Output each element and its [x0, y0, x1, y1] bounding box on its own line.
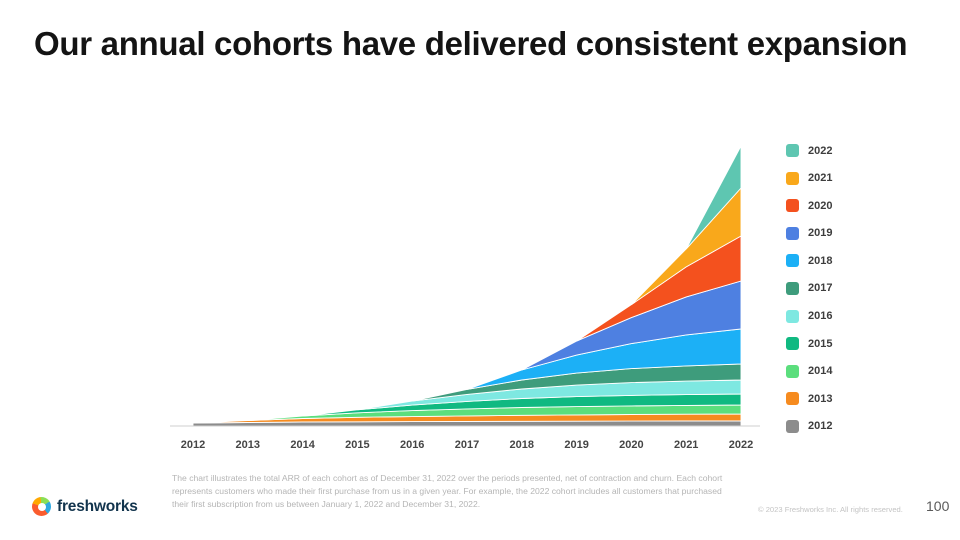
legend-swatch-2019 — [786, 226, 799, 240]
x-axis-label-2017: 2017 — [455, 439, 479, 451]
x-axis-label-2018: 2018 — [510, 439, 534, 451]
legend-label-2018: 2018 — [808, 254, 833, 267]
legend-item-2015: 2015 — [786, 337, 833, 351]
legend-swatch-2020 — [786, 199, 799, 213]
freshworks-logo-icon — [32, 497, 51, 516]
legend-item-2020: 2020 — [786, 199, 833, 213]
legend-swatch-2014 — [786, 364, 799, 378]
legend-swatch-2021 — [786, 171, 799, 185]
legend-label-2013: 2013 — [808, 392, 833, 405]
legend-swatch-2017 — [786, 281, 799, 295]
legend-item-2017: 2017 — [786, 281, 833, 295]
freshworks-logo-text: freshworks — [57, 497, 138, 515]
x-axis-label-2016: 2016 — [400, 439, 424, 451]
page-number: 100 — [926, 498, 950, 514]
legend-item-2021: 2021 — [786, 171, 833, 185]
legend-label-2021: 2021 — [808, 172, 833, 185]
legend-swatch-2015 — [786, 337, 799, 351]
cohort-band-2022 — [685, 145, 742, 250]
legend-label-2022: 2022 — [808, 144, 833, 157]
legend-item-2014: 2014 — [786, 364, 833, 378]
slide-title: Our annual cohorts have delivered consis… — [34, 25, 908, 62]
cohort-chart: 2012 2013 2014 2015 2016 2017 2018 2019 2020 2021… — [170, 145, 760, 451]
legend-label-2012: 2012 — [808, 420, 833, 433]
x-axis-label-2019: 2019 — [564, 439, 588, 451]
x-axis-label-2013: 2013 — [236, 439, 260, 451]
legend-label-2015: 2015 — [808, 337, 833, 350]
x-axis-label-2020: 2020 — [619, 439, 643, 451]
cohort-chart-area: 2012 2013 2014 2015 2016 2017 2018 2019 2020 2021… — [168, 138, 768, 460]
legend-label-2017: 2017 — [808, 282, 833, 295]
x-axis-label-2021: 2021 — [674, 439, 698, 451]
legend-swatch-2018 — [786, 254, 799, 268]
legend-label-2016: 2016 — [808, 310, 833, 323]
x-axis-label-2022: 2022 — [729, 439, 753, 451]
cohort-band-2021 — [631, 186, 742, 305]
legend-item-2013: 2013 — [786, 392, 833, 406]
footnote: The chart illustrates the total ARR of e… — [172, 473, 723, 509]
legend-swatch-2022 — [786, 144, 799, 157]
legend: 2022 2021 2020 2019 2018 2017 2016 2015 2014 2013… — [786, 144, 832, 433]
legend-swatch-2012 — [786, 419, 799, 433]
legend-item-2018: 2018 — [786, 254, 833, 268]
legend-label-2020: 2020 — [808, 199, 833, 212]
legend-item-2012: 2012 — [786, 419, 833, 433]
legend-label-2019: 2019 — [808, 227, 833, 240]
freshworks-logo: freshworks — [32, 497, 138, 516]
x-axis-label-2015: 2015 — [345, 439, 369, 451]
copyright-notice: © 2023 Freshworks Inc. All rights reserv… — [758, 505, 903, 514]
legend-swatch-2013 — [786, 392, 799, 406]
legend-swatch-2016 — [786, 309, 799, 323]
legend-item-2019: 2019 — [786, 226, 833, 240]
legend-item-2022: 2022 — [786, 144, 832, 157]
legend-label-2014: 2014 — [808, 365, 833, 378]
x-axis-label-2014: 2014 — [290, 439, 315, 451]
legend-item-2016: 2016 — [786, 309, 833, 323]
x-axis-label-2012: 2012 — [181, 439, 205, 451]
